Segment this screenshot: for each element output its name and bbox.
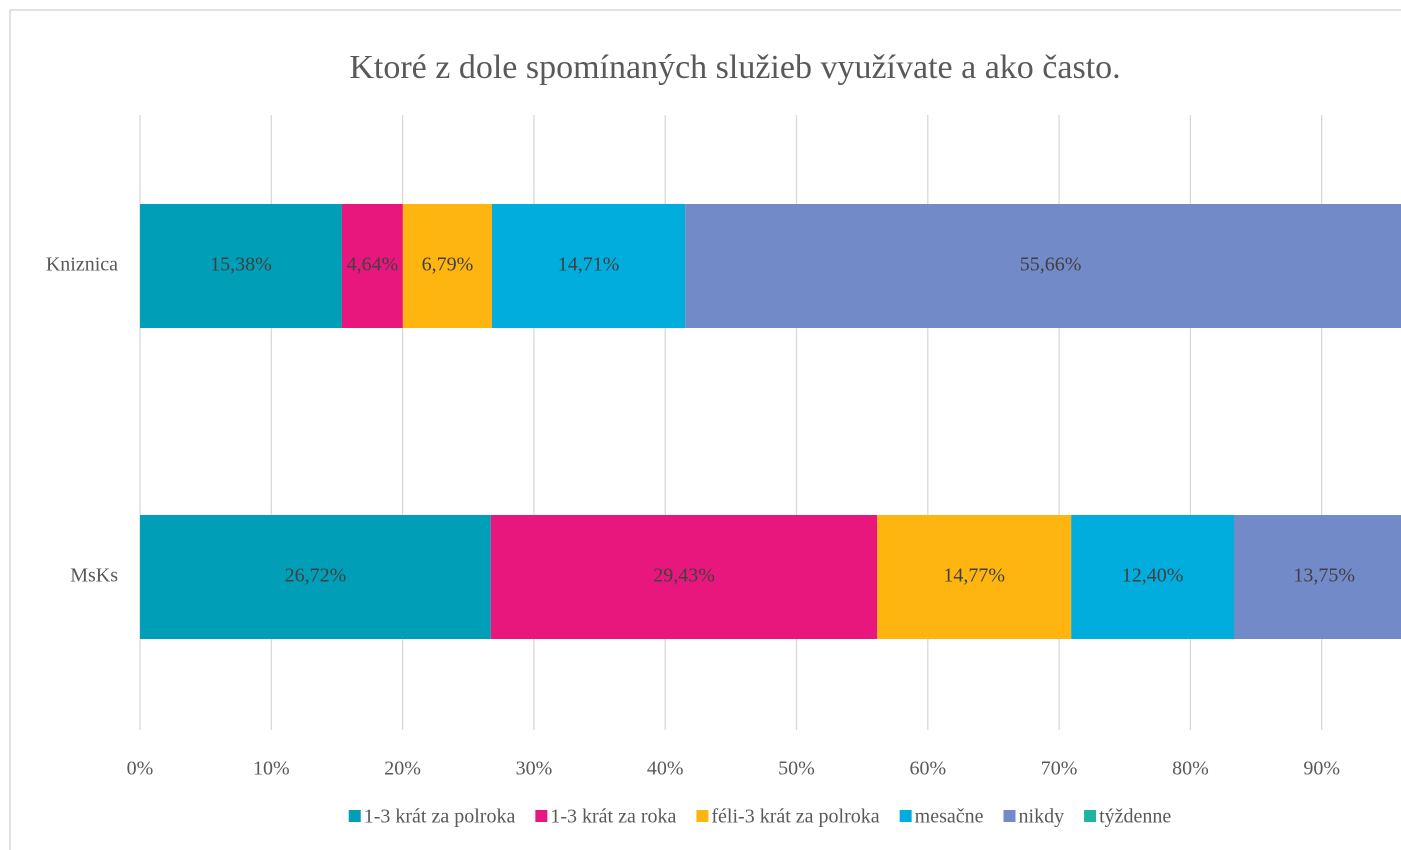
- x-tick-label: 30%: [516, 758, 553, 780]
- x-tick-label: 10%: [253, 758, 290, 780]
- legend-label: 1-3 krát za roka: [550, 806, 676, 828]
- legend-swatch: [899, 810, 912, 822]
- data-label: 26,72%: [285, 565, 347, 587]
- bar-segment: [877, 515, 1072, 639]
- chart-title: Ktoré z dole spomínaných služieb využíva…: [349, 49, 1120, 86]
- data-label: 14,77%: [943, 565, 1005, 587]
- legend-label: féli-3 krát za polroka: [711, 806, 879, 828]
- data-label: 29,43%: [653, 565, 715, 587]
- x-tick-label: 20%: [384, 758, 421, 780]
- bar-segment: [341, 204, 403, 328]
- legend-label: týždenne: [1099, 806, 1171, 828]
- x-tick-label: 0%: [127, 758, 154, 780]
- data-label: 6,79%: [422, 254, 474, 276]
- x-tick-label: 60%: [909, 758, 946, 780]
- data-label: 14,71%: [558, 254, 620, 276]
- legend-swatch: [1003, 810, 1016, 822]
- bar-segment: [402, 204, 493, 328]
- bar-segment: [685, 204, 1401, 328]
- bar-segment: [492, 204, 686, 328]
- data-label: 13,75%: [1293, 565, 1355, 587]
- data-label: 4,64%: [347, 254, 399, 276]
- legend-swatch: [535, 810, 548, 822]
- legend-swatch: [696, 810, 709, 822]
- chart-border: [9, 9, 1401, 850]
- legend-swatch: [348, 810, 361, 822]
- category-label: MsKs: [70, 565, 118, 587]
- x-tick-label: 90%: [1303, 758, 1340, 780]
- x-tick-label: 70%: [1041, 758, 1078, 780]
- legend: 1-3 krát za polroka 1-3 krát za roka féli-…: [348, 806, 1171, 828]
- x-tick-label: 40%: [647, 758, 684, 780]
- legend-label: nikdy: [1019, 806, 1065, 828]
- legend-label: mesačne: [915, 806, 984, 828]
- x-tick-label: 80%: [1172, 758, 1209, 780]
- bar-segment: [1071, 515, 1234, 639]
- data-label: 12,40%: [1122, 565, 1184, 587]
- bar-segment: [1233, 515, 1401, 639]
- bar-segment: [490, 515, 878, 639]
- data-label: 55,66%: [1020, 254, 1082, 276]
- legend-label: 1-3 krát za polroka: [364, 806, 516, 828]
- bar-segment: [140, 204, 342, 328]
- data-label: 15,38%: [210, 254, 272, 276]
- bar-segment: [140, 515, 491, 639]
- category-label: Kniznica: [46, 254, 118, 276]
- legend-swatch: [1084, 810, 1097, 822]
- x-tick-label: 50%: [778, 758, 815, 780]
